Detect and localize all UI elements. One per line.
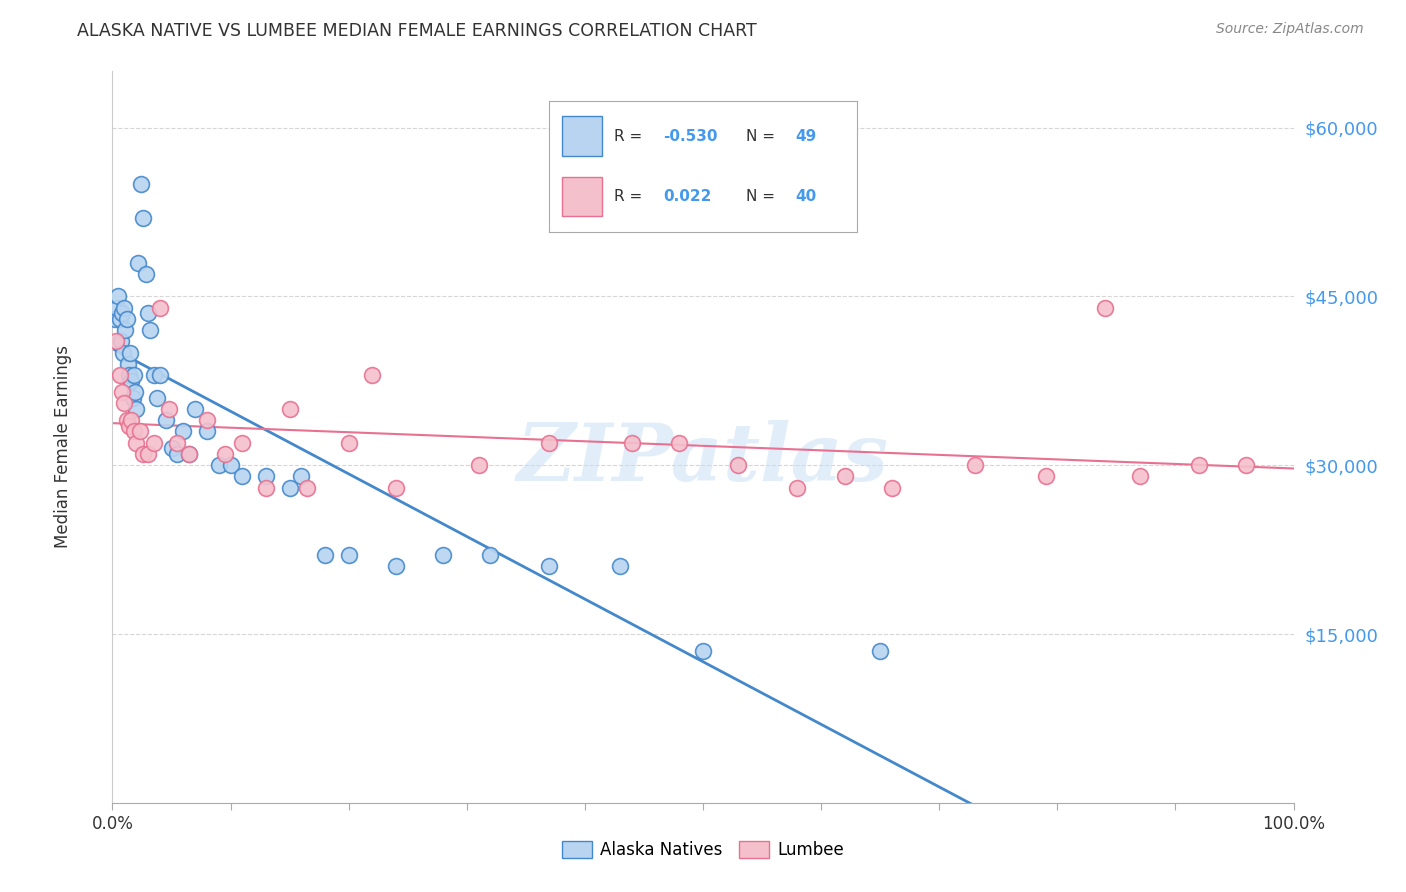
Point [1129,469,1152,483]
Point [112,396,135,410]
Point [139,323,162,337]
Point [172,425,194,439]
Point [124,385,146,400]
Point [136,306,159,320]
Point [114,323,136,337]
Point [834,469,856,483]
Point [111,306,134,320]
Point [132,447,155,461]
Text: ZIPatlas: ZIPatlas [517,420,889,498]
Point [149,368,172,383]
Point [219,458,242,473]
Point [117,357,139,371]
Point [125,401,148,416]
Point [108,312,131,326]
Point [157,401,180,416]
Point [142,435,165,450]
Point [120,345,142,359]
Text: ALASKA NATIVE VS LUMBEE MEDIAN FEMALE EARNINGS CORRELATION CHART: ALASKA NATIVE VS LUMBEE MEDIAN FEMALE EA… [77,22,756,40]
Point [538,559,561,574]
Point [254,469,277,483]
Point [179,447,201,461]
Point [122,425,145,439]
Point [1234,458,1257,473]
Point [208,458,231,473]
Point [1188,458,1211,473]
Point [214,447,236,461]
Point [128,425,150,439]
Point [111,385,134,400]
Point [727,458,749,473]
Point [231,469,253,483]
Point [179,447,201,461]
Point [149,301,172,315]
Point [432,548,454,562]
Point [668,435,690,450]
Point [160,442,183,456]
Point [108,368,131,383]
Point [107,289,129,303]
Point [120,413,142,427]
Point [105,334,128,349]
Point [385,559,408,574]
Point [479,548,502,562]
Point [127,255,149,269]
Point [104,312,127,326]
Point [1094,301,1116,315]
Point [195,425,218,439]
Point [538,435,561,450]
Point [385,481,408,495]
Point [880,481,903,495]
Point [122,368,145,383]
Point [112,301,135,315]
Point [115,413,138,427]
Point [786,481,808,495]
Point [1035,469,1057,483]
Point [337,435,360,450]
Point [118,418,141,433]
Point [142,368,165,383]
Point [136,447,159,461]
Point [125,435,148,450]
Point [121,391,143,405]
Point [166,447,188,461]
Text: Source: ZipAtlas.com: Source: ZipAtlas.com [1216,22,1364,37]
Point [195,413,218,427]
Point [467,458,489,473]
Point [135,267,157,281]
Point [118,368,141,383]
Point [115,312,138,326]
Point [609,559,631,574]
Point [231,435,253,450]
Point [621,435,644,450]
Point [963,458,986,473]
Point [290,469,312,483]
Point [146,391,169,405]
Point [254,481,277,495]
Point [297,481,319,495]
Point [692,644,714,658]
Point [869,644,891,658]
Point [105,301,128,315]
Point [120,374,142,388]
Legend: Alaska Natives, Lumbee: Alaska Natives, Lumbee [554,833,852,868]
Point [132,211,155,225]
Point [112,345,135,359]
Point [278,401,301,416]
Point [337,548,360,562]
Text: Median Female Earnings: Median Female Earnings [55,344,72,548]
Point [129,177,152,191]
Point [166,435,188,450]
Point [361,368,384,383]
Point [110,334,132,349]
Point [184,401,207,416]
Point [314,548,336,562]
Point [155,413,177,427]
Point [278,481,301,495]
